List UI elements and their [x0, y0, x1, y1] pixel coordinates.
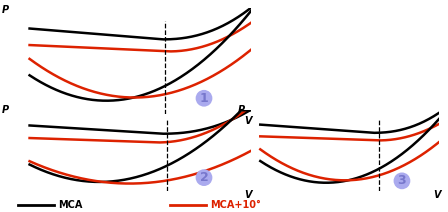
- Text: MCA: MCA: [58, 199, 82, 210]
- Text: V: V: [244, 190, 251, 200]
- Text: P: P: [2, 105, 9, 116]
- Text: P: P: [238, 105, 245, 116]
- Text: V: V: [433, 190, 441, 200]
- Text: MCA+10°: MCA+10°: [211, 199, 262, 210]
- Text: V: V: [244, 116, 251, 126]
- Text: 2: 2: [200, 171, 208, 184]
- Text: P: P: [2, 5, 9, 15]
- Text: 1: 1: [200, 92, 208, 105]
- Text: 3: 3: [398, 174, 406, 187]
